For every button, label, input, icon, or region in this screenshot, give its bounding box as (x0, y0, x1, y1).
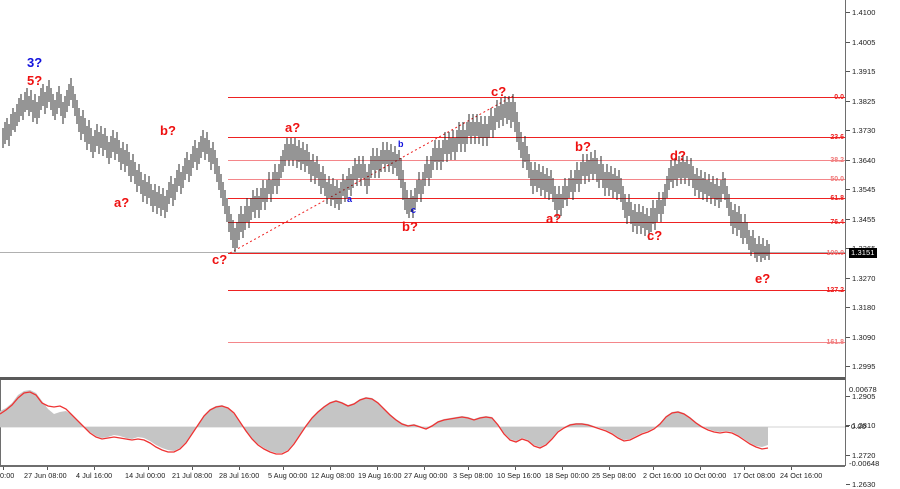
price-tick-15: 1.2720 (846, 452, 876, 460)
indicator-tick-max: 0.00678 (849, 385, 877, 394)
price-tick-2: 1.3915 (846, 68, 876, 76)
wave-label-c1: c? (212, 252, 228, 267)
wave-label-a2: a? (285, 120, 301, 135)
wave-label-3: 3? (27, 55, 43, 70)
fib-tag-0: 0.0 (834, 94, 844, 101)
fib-tag-1618: 161.8 (826, 339, 844, 346)
time-tick-17: 24 Oct 16:00 (780, 471, 823, 480)
fibonacci-lines (228, 97, 845, 343)
fib-tag-1000: 100.0 (826, 250, 844, 257)
wave-label-b-minor: b (398, 139, 404, 149)
price-plot-svg (0, 78, 845, 343)
time-tick-13: 25 Sep 08:00 (592, 471, 636, 480)
price-tick-10: 1.3180 (846, 304, 876, 312)
fib-tag-500: 50.0 (830, 176, 844, 183)
price-tick-16: 1.2630 (846, 481, 876, 489)
wave-label-a-minor: a (347, 194, 353, 204)
indicator-pane[interactable] (0, 381, 845, 466)
price-series (2, 78, 770, 262)
pane-separator (0, 377, 845, 380)
indicator-tick-min: -0.00648 (849, 459, 880, 468)
wave-label-e1: e? (755, 271, 771, 286)
macd-signal-line (0, 391, 769, 455)
indicator-bottom-border (0, 465, 845, 466)
indicator-tick-zero: 0.00 (845, 423, 866, 431)
time-axis[interactable]: 0:00 27 Jun 08:00 4 Jul 16:00 14 Jul 00:… (0, 466, 845, 486)
fib-tag-236: 23.6 (830, 134, 844, 141)
wave-label-c2: c? (491, 84, 507, 99)
time-tick-14: 2 Oct 16:00 (643, 471, 682, 480)
price-tick-12: 1.2995 (846, 363, 876, 371)
wave-label-a3: a? (546, 211, 562, 226)
price-tick-7: 1.3455 (846, 216, 876, 224)
price-tick-1: 1.4005 (846, 39, 876, 47)
time-tick-7: 12 Aug 08:00 (311, 471, 355, 480)
indicator-plot-svg (0, 390, 845, 455)
time-tick-15: 10 Oct 00:00 (684, 471, 727, 480)
time-tick-3: 14 Jul 00:00 (125, 471, 166, 480)
wave-label-c3: c? (647, 228, 663, 243)
price-chart-pane[interactable]: 3? 5? a? b? c? a? a b c b? c? a? b? c? d… (0, 0, 845, 378)
wave-label-d1: d? (670, 148, 686, 163)
time-tick-12: 18 Sep 00:00 (545, 471, 589, 480)
price-tick-3: 1.3825 (846, 98, 876, 106)
time-tick-8: 19 Aug 16:00 (358, 471, 402, 480)
time-tick-5: 28 Jul 16:00 (219, 471, 260, 480)
price-tick-13: 1.2905 (846, 393, 876, 401)
time-tick-11: 10 Sep 16:00 (497, 471, 541, 480)
time-tick-16: 17 Oct 08:00 (733, 471, 776, 480)
price-tick-11: 1.3090 (846, 334, 876, 342)
time-tick-9: 27 Aug 00:00 (404, 471, 448, 480)
fib-tag-382: 38.2 (830, 157, 844, 164)
indicator-axis: 0.00678 0.00 -0.00648 (845, 381, 900, 468)
time-tick-0: 0:00 (0, 471, 15, 480)
time-tick-6: 5 Aug 00:00 (268, 471, 308, 480)
price-tick-5: 1.3640 (846, 157, 876, 165)
wave-label-b3: b? (575, 139, 591, 154)
fib-tag-764: 76.4 (830, 219, 844, 226)
price-tick-9: 1.3270 (846, 275, 876, 283)
wave-label-b2: b? (402, 219, 418, 234)
macd-histogram (0, 390, 768, 453)
time-tick-2: 4 Jul 16:00 (76, 471, 113, 480)
price-axis[interactable]: 1.4100 1.4005 1.3915 1.3825 1.3730 1.364… (845, 0, 900, 489)
time-tick-4: 21 Jul 08:00 (172, 471, 213, 480)
price-tick-4: 1.3730 (846, 127, 876, 135)
wave-label-c-minor: c (411, 205, 417, 215)
price-tick-0: 1.4100 (846, 9, 876, 17)
fib-tag-1272: 127.2 (826, 287, 844, 294)
current-price-badge: 1.3151 (849, 248, 877, 258)
time-tick-10: 3 Sep 08:00 (453, 471, 493, 480)
wave-label-b1: b? (160, 123, 176, 138)
price-tick-6: 1.3545 (846, 186, 876, 194)
price-tick-14: 1.2810 (846, 422, 876, 430)
time-tick-1: 27 Jun 08:00 (24, 471, 67, 480)
fib-tag-618: 61.8 (830, 195, 844, 202)
wave-label-5: 5? (27, 73, 43, 88)
wave-label-a1: a? (114, 195, 130, 210)
